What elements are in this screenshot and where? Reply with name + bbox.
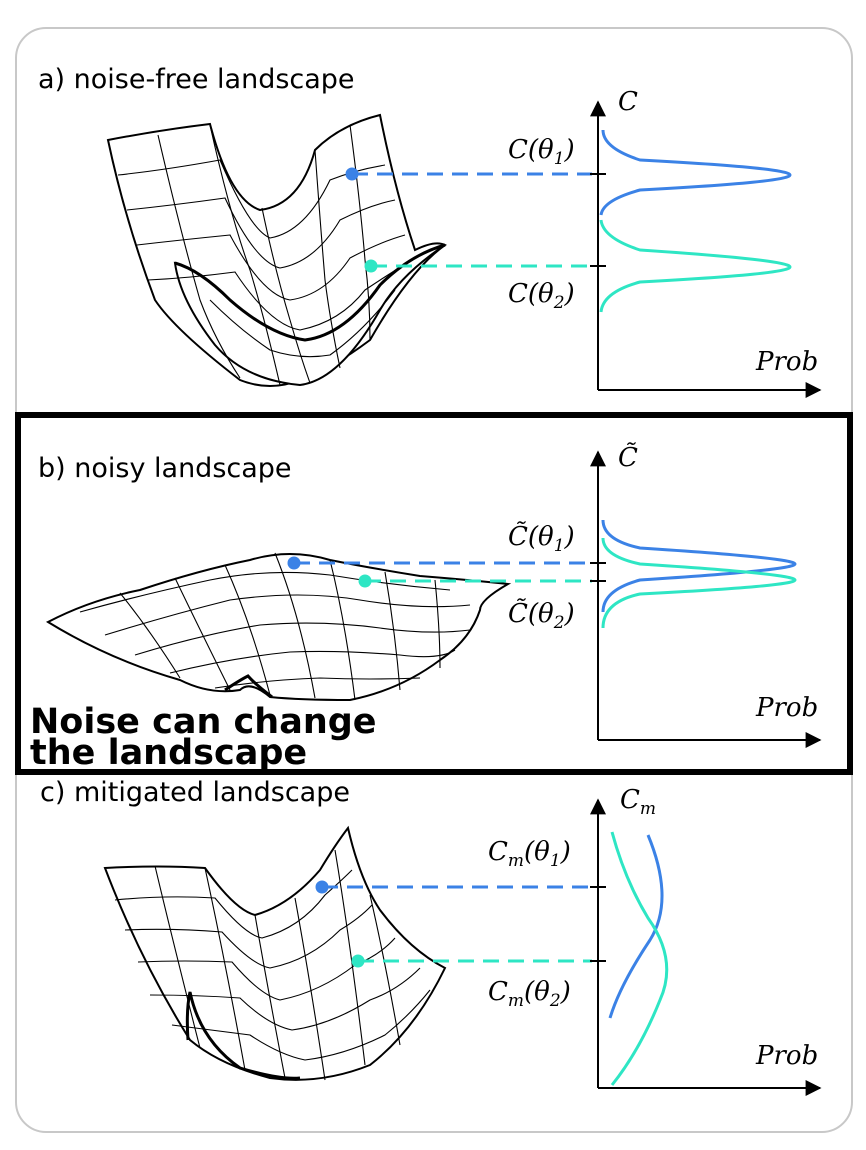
callout-line-1: Noise can change xyxy=(30,702,377,742)
highlight-box xyxy=(15,412,853,775)
label-a-theta1: C(θ1) xyxy=(508,135,575,169)
surface-a xyxy=(106,113,447,387)
panel-c-title: c) mitigated landscape xyxy=(40,777,350,808)
axis-a-xlabel: Prob xyxy=(755,347,818,377)
label-c-theta2: Cm(θ2) xyxy=(488,977,571,1011)
axis-b-ylabel: C̃ xyxy=(618,442,638,473)
point-b-theta2 xyxy=(358,574,372,588)
point-b-theta1 xyxy=(287,556,301,570)
dist-a-2 xyxy=(599,219,792,313)
label-c-theta1: Cm(θ1) xyxy=(488,837,571,871)
axis-c-xlabel: Prob xyxy=(755,1041,818,1071)
dist-b-1 xyxy=(601,519,797,613)
dist-a-1 xyxy=(599,129,792,216)
axis-c-ylabel: Cm xyxy=(620,785,656,819)
surface-b xyxy=(45,552,512,702)
point-c-theta1 xyxy=(315,880,329,894)
axis-a-ylabel: C xyxy=(618,87,638,117)
panel-b-title: b) noisy landscape xyxy=(38,453,292,484)
label-b-theta1: C̃(θ1) xyxy=(508,521,575,556)
dist-c-1 xyxy=(608,834,664,1019)
dist-b-2 xyxy=(601,537,797,629)
label-b-theta2: C̃(θ2) xyxy=(508,598,575,633)
surface-c xyxy=(103,825,447,1081)
callout-line-2: the landscape xyxy=(30,733,307,773)
point-a-theta2 xyxy=(364,259,378,273)
point-c-theta2 xyxy=(351,954,365,968)
panel-c: c) mitigated landscape Cm Pro xyxy=(40,777,822,1096)
panel-a: a) noise-free landscape xyxy=(38,64,822,398)
dist-c-2 xyxy=(610,831,669,1086)
label-a-theta2: C(θ2) xyxy=(508,279,575,313)
point-a-theta1 xyxy=(345,167,359,181)
panel-b: b) noisy landscape C̃ xyxy=(30,442,822,773)
axis-b-xlabel: Prob xyxy=(755,693,818,723)
panel-a-title: a) noise-free landscape xyxy=(38,64,355,95)
